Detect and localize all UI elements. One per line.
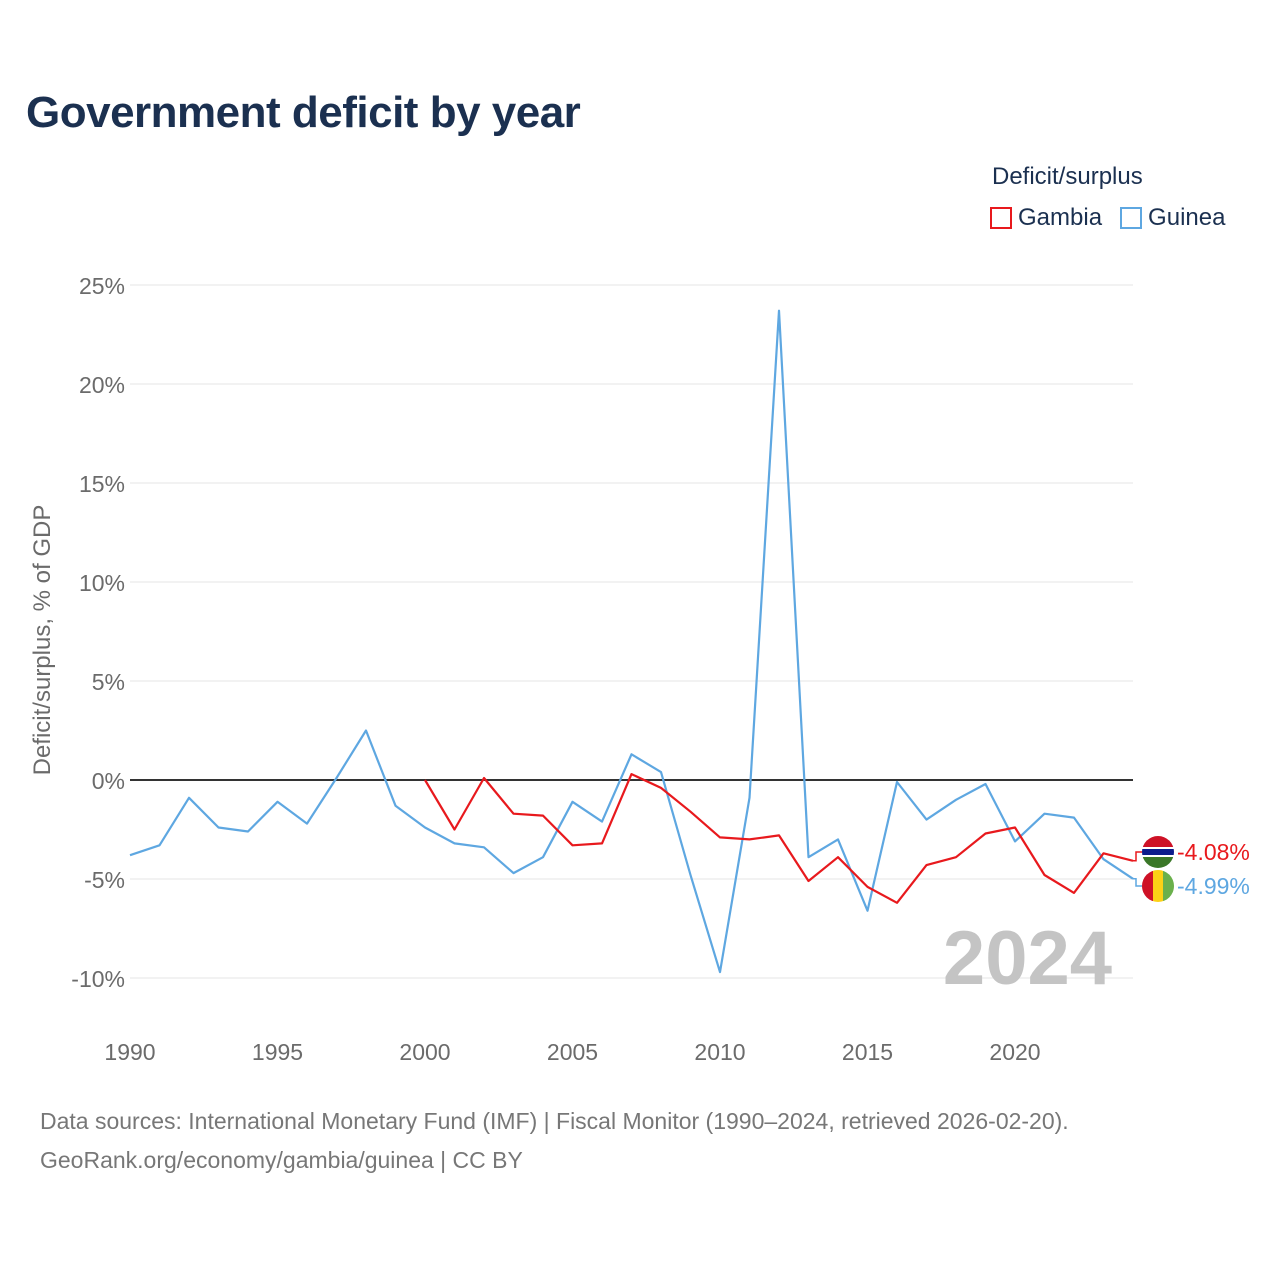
x-tick-label: 1995 (252, 1039, 303, 1065)
y-tick-label: 0% (92, 768, 125, 794)
x-tick-label: 2000 (399, 1039, 450, 1065)
flag-stripe (1142, 857, 1174, 868)
x-tick-label: 2010 (694, 1039, 745, 1065)
flag-body (1142, 836, 1174, 868)
x-tick-label: 1990 (104, 1039, 155, 1065)
legend-title: Deficit/surplus (992, 163, 1143, 190)
footer-sources: Data sources: International Monetary Fun… (40, 1108, 1069, 1134)
footer-attribution[interactable]: GeoRank.org/economy/gambia/guinea | CC B… (40, 1147, 523, 1173)
end-connector-guinea (1133, 878, 1142, 887)
flag-body (1142, 870, 1174, 902)
x-tick-label: 2020 (989, 1039, 1040, 1065)
legend: Gambia Guinea (990, 204, 1225, 232)
year-watermark: 2024 (943, 916, 1112, 1001)
flag-stripe (1142, 870, 1153, 902)
flag-stripe (1153, 870, 1163, 902)
y-tick-label: 5% (92, 669, 125, 695)
series-line-guinea (129, 309, 1134, 974)
series-line-gambia (424, 772, 1134, 904)
y-tick-label: 20% (79, 372, 125, 398)
x-tick-label: 2015 (842, 1039, 893, 1065)
y-tick-label: -10% (71, 966, 125, 992)
y-tick-label: 25% (79, 273, 125, 299)
x-tick-label: 2005 (547, 1039, 598, 1065)
y-axis-label: Deficit/surplus, % of GDP (29, 505, 56, 776)
y-tick-label: -5% (84, 867, 125, 893)
end-connector-gambia (1133, 851, 1142, 862)
end-value-label-gambia: -4.08% (1177, 839, 1250, 865)
y-tick-label: 15% (79, 471, 125, 497)
flag-gambia-icon (1142, 836, 1174, 868)
flag-stripe (1142, 849, 1174, 855)
end-value-label-guinea: -4.99% (1177, 873, 1250, 899)
legend-swatch-guinea (1120, 207, 1143, 229)
legend-label-gambia: Gambia (1018, 204, 1103, 231)
legend-swatch-gambia (990, 207, 1012, 229)
legend-label-guinea: Guinea (1148, 204, 1226, 231)
legend-item-guinea[interactable]: Guinea (1120, 204, 1225, 232)
chart-title: Government deficit by year (26, 88, 581, 137)
flag-guinea-icon (1142, 870, 1174, 902)
legend-item-gambia[interactable]: Gambia (990, 204, 1102, 232)
flag-stripe (1142, 836, 1174, 847)
y-tick-label: 10% (79, 570, 125, 596)
flag-stripe (1163, 870, 1174, 902)
